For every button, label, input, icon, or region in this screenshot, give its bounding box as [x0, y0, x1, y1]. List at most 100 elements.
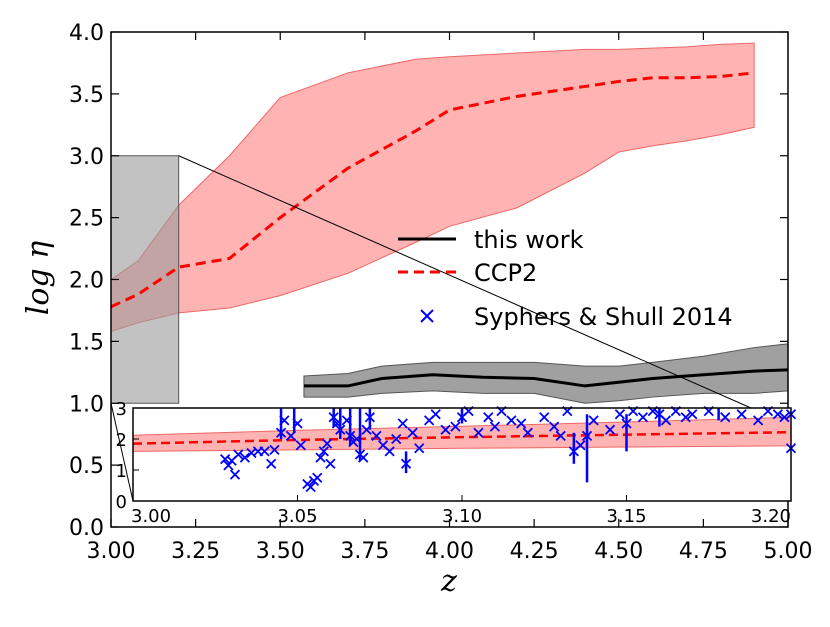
this-work-line	[303, 368, 789, 388]
syphers-shull-point	[539, 412, 550, 423]
y-tick-label: 3.5	[69, 83, 104, 108]
syphers-shull-point	[371, 430, 382, 442]
legend: this work CCP2 Syphers & Shull 2014	[398, 226, 733, 331]
syphers-shull-point	[660, 415, 672, 426]
syphers-shull-point	[473, 427, 484, 438]
syphers-shull-point	[489, 421, 501, 432]
syphers-shull-point	[720, 412, 731, 423]
inset-plot: 3.00 3.05 3.10 3.15 3.20 0 1 2 3	[116, 399, 797, 527]
inset-ccp2-line	[132, 430, 792, 445]
x-tick-label: 3.75	[340, 539, 389, 564]
main-bands	[110, 42, 789, 404]
syphers-shull-point	[397, 418, 408, 429]
syphers-shull-point	[335, 424, 346, 435]
syphers-shull-point	[239, 452, 250, 463]
syphers-shull-point	[233, 449, 244, 460]
legend-label: this work	[474, 226, 584, 254]
y-tick-label: 4.0	[69, 21, 104, 46]
legend-label: Syphers & Shull 2014	[474, 303, 733, 331]
y-tick-label: 1.0	[69, 392, 104, 417]
syphers-shull-point	[285, 430, 297, 442]
syphers-shull-point	[450, 421, 461, 432]
syphers-shull-point	[361, 424, 372, 435]
syphers-shull-point	[328, 412, 339, 423]
syphers-shull-point	[752, 415, 764, 426]
x-tick-label: 4.25	[510, 539, 559, 564]
ccp2-band	[110, 42, 755, 333]
main-lines	[110, 71, 789, 388]
y-tick-label: 0.5	[69, 454, 104, 479]
syphers-shull-point	[400, 458, 412, 469]
syphers-shull-point	[345, 430, 356, 442]
y-axis-label: log η	[21, 241, 56, 315]
syphers-shull-point	[295, 440, 306, 451]
zoom-connector-lower	[110, 403, 134, 502]
syphers-shull-point	[604, 424, 616, 435]
syphers-shull-point	[680, 412, 691, 423]
syphers-shull-point	[506, 415, 517, 426]
inset-y-tick-label: 2	[116, 430, 127, 451]
syphers-shull-point	[358, 452, 369, 463]
syphers-shull-point	[736, 409, 747, 420]
main-axes: 3.00 3.25 3.50 3.75 4.00 4.25 4.50 4.75 5.000.00…	[69, 21, 812, 564]
x-tick-label: 3.25	[171, 539, 220, 564]
syphers-shull-point	[522, 427, 533, 438]
syphers-shull-point	[548, 421, 560, 432]
inset-x-tick-label: 3.10	[442, 506, 482, 527]
syphers-shull-point	[614, 409, 626, 420]
syphers-shull-point	[407, 427, 418, 438]
syphers-shull-point	[305, 481, 316, 493]
syphers-shull-point	[440, 424, 451, 435]
syphers-shull-point	[772, 409, 783, 420]
y-tick-label: 3.0	[69, 145, 104, 170]
syphers-shull-point	[588, 415, 599, 426]
syphers-shull-point	[430, 409, 441, 420]
syphers-shull-point	[779, 412, 790, 423]
x-tick-label: 4.00	[425, 539, 474, 564]
syphers-shull-point	[687, 409, 698, 420]
inset-y-tick-label: 1	[116, 461, 127, 482]
y-tick-label: 0.0	[69, 516, 104, 541]
syphers-shull-point	[364, 412, 376, 423]
syphers-shull-point	[279, 415, 290, 426]
syphers-shull-point	[483, 412, 494, 423]
x-tick-label: 3.00	[87, 539, 136, 564]
syphers-shull-point	[318, 446, 329, 457]
inset-x-tick-label: 3.00	[131, 506, 171, 527]
syphers-shull-point	[516, 418, 527, 429]
syphers-shull-point	[351, 433, 362, 445]
x-tick-label: 3.50	[256, 539, 305, 564]
inset-y-tick-label: 3	[116, 399, 127, 420]
syphers-shull-point	[269, 444, 280, 455]
syphers-shull-point	[312, 472, 323, 483]
syphers-shull-point	[321, 438, 333, 449]
x-tick-label: 5.00	[764, 539, 813, 564]
legend-label: CCP2	[474, 259, 537, 287]
syphers-shull-point	[384, 446, 395, 457]
x-axis-label: z	[440, 564, 457, 599]
inset-x-tick-label: 3.05	[277, 506, 317, 527]
syphers-shull-point	[331, 418, 343, 429]
syphers-shull-point	[575, 440, 586, 451]
syphers-shull-point	[637, 412, 649, 423]
syphers-shull-point	[275, 427, 287, 438]
y-tick-label: 2.5	[69, 207, 104, 232]
syphers-shull-point	[223, 460, 234, 471]
syphers-shull-point	[259, 446, 270, 457]
x-tick-label: 4.75	[679, 539, 728, 564]
syphers-shull-point	[581, 430, 593, 442]
inset-x-tick-label: 3.20	[751, 506, 791, 527]
y-tick-label: 2.0	[69, 269, 104, 294]
inset-x-tick-label: 3.15	[606, 506, 646, 527]
x-tick-label: 4.50	[594, 539, 643, 564]
syphers-shull-point	[621, 418, 632, 429]
zoom-connector-upper	[178, 155, 752, 409]
syphers-shull-point	[341, 415, 352, 426]
syphers-shull-point	[266, 458, 277, 469]
zoom-indicator	[110, 155, 752, 502]
syphers-shull-point	[555, 430, 566, 442]
ccp2-line	[110, 71, 755, 309]
syphers-shull-point	[325, 458, 336, 469]
